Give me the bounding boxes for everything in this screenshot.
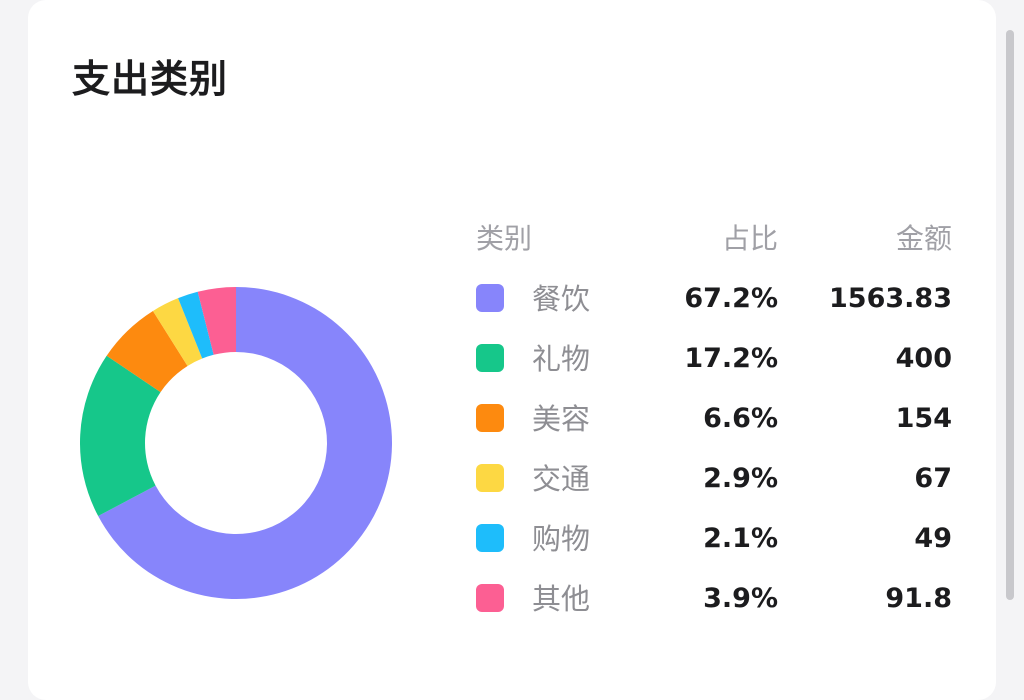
- table-header: 类别 占比 金额: [476, 212, 956, 272]
- category-name: 交通: [532, 462, 591, 496]
- legend-swatch: [476, 344, 504, 372]
- scrollbar[interactable]: [1006, 30, 1014, 600]
- category-percent: 2.1%: [703, 523, 778, 554]
- category-percent: 3.9%: [703, 583, 778, 614]
- category-percent: 67.2%: [684, 283, 778, 314]
- category-amount: 91.8: [885, 583, 952, 614]
- donut-slice-1[interactable]: [98, 287, 392, 599]
- category-row-dining[interactable]: 餐饮 67.2% 1563.83: [476, 272, 956, 332]
- category-name: 美容: [532, 402, 591, 436]
- category-percent: 2.9%: [703, 463, 778, 494]
- category-name: 礼物: [532, 342, 591, 376]
- legend-swatch: [476, 404, 504, 432]
- legend-swatch: [476, 584, 504, 612]
- legend-swatch: [476, 284, 504, 312]
- legend-swatch: [476, 464, 504, 492]
- category-amount: 49: [914, 523, 952, 554]
- donut-slice-4[interactable]: [152, 298, 203, 366]
- category-amount: 400: [895, 343, 952, 374]
- category-percent: 17.2%: [684, 343, 778, 374]
- donut-slice-5[interactable]: [178, 291, 214, 359]
- category-row-shopping[interactable]: 购物 2.1% 49: [476, 512, 956, 572]
- category-row-beauty[interactable]: 美容 6.6% 154: [476, 392, 956, 452]
- card-title: 支出类别: [72, 57, 229, 101]
- donut-slice-2[interactable]: [80, 355, 161, 517]
- header-percent: 占比: [721, 222, 778, 255]
- legend-swatch: [476, 524, 504, 552]
- donut-slice-6[interactable]: [197, 287, 236, 355]
- category-name: 购物: [532, 522, 591, 556]
- category-table: 类别 占比 金额 餐饮 67.2% 1563.83 礼物 17.2% 400 美…: [476, 212, 956, 632]
- donut-slice-3[interactable]: [106, 310, 188, 393]
- category-amount: 67: [914, 463, 952, 494]
- category-amount: 1563.83: [829, 283, 952, 314]
- category-row-other[interactable]: 其他 3.9% 91.8: [476, 572, 956, 632]
- category-amount: 154: [895, 403, 952, 434]
- category-row-transport[interactable]: 交通 2.9% 67: [476, 452, 956, 512]
- category-row-gifts[interactable]: 礼物 17.2% 400: [476, 332, 956, 392]
- category-name: 餐饮: [532, 282, 591, 316]
- donut-chart[interactable]: [80, 287, 392, 599]
- category-name: 其他: [532, 582, 591, 616]
- header-amount: 金额: [895, 222, 952, 255]
- header-category: 类别: [476, 222, 533, 255]
- category-percent: 6.6%: [703, 403, 778, 434]
